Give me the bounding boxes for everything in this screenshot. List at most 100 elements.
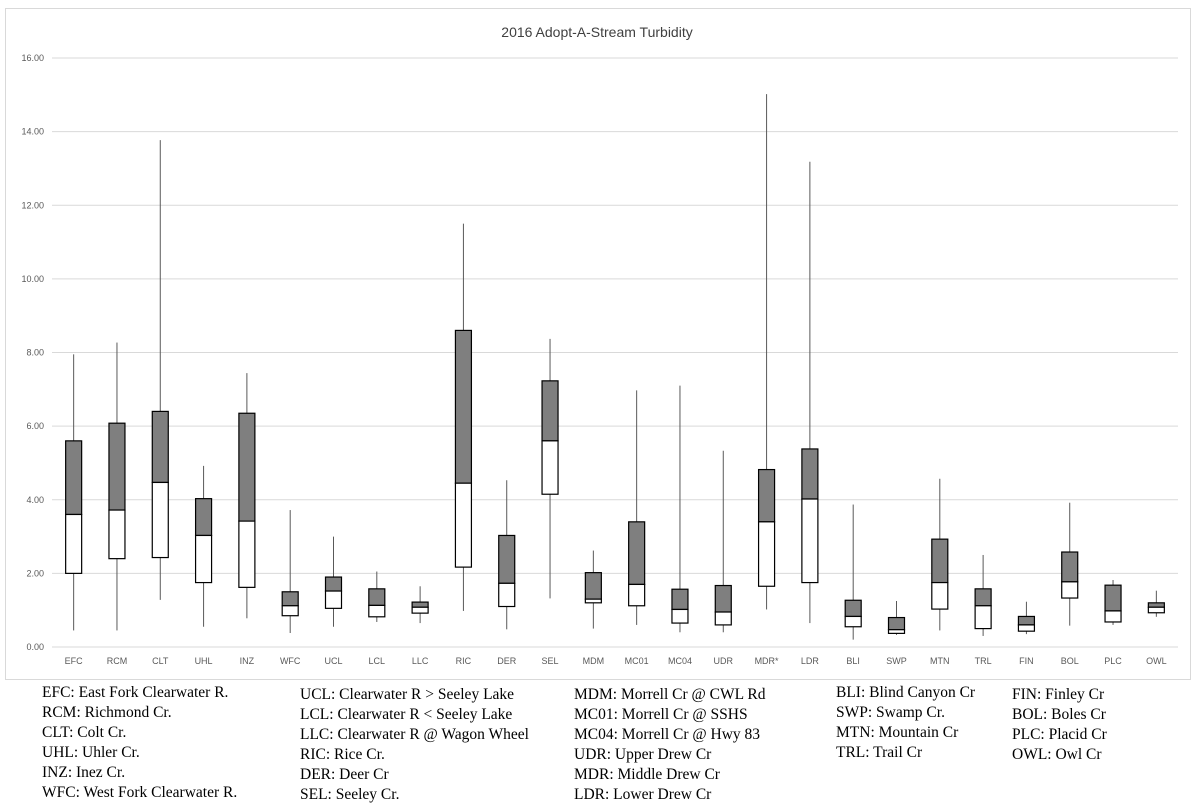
x-tick-label: UCL xyxy=(324,656,342,666)
legend-column-2: UCL: Clearwater R > Seeley Lake LCL: Clea… xyxy=(300,685,529,805)
legend-column-1: EFC: East Fork Clearwater R. RCM: Richmon… xyxy=(42,683,237,803)
box-OWL xyxy=(1147,590,1165,617)
box-MDR* xyxy=(757,94,776,610)
upper-box xyxy=(151,410,169,484)
lower-box xyxy=(498,582,516,608)
legend-item: LLC: Clearwater R @ Wagon Wheel xyxy=(300,726,529,743)
lower-box xyxy=(584,598,602,604)
box-UCL xyxy=(324,536,343,627)
legend-item: MDR: Middle Drew Cr xyxy=(574,766,720,783)
legend-column-4: BLI: Blind Canyon Cr SWP: Swamp Cr. MTN: M… xyxy=(836,683,975,763)
box-BOL xyxy=(1061,502,1079,626)
legend-item: RIC: Rice Cr. xyxy=(300,746,385,763)
x-tick-label: DER xyxy=(497,656,517,666)
upper-box xyxy=(931,538,949,584)
box-LCL xyxy=(368,571,386,622)
legend-item: LCL: Clearwater R < Seeley Lake xyxy=(300,706,513,723)
legend-item: DER: Deer Cr xyxy=(300,766,389,783)
y-tick-label: 6.00 xyxy=(26,421,44,431)
upper-box xyxy=(1061,551,1079,583)
turbidity-boxplot-chart: 2016 Adopt-A-Stream Turbidity 0.00 2.00 4.0… xyxy=(21,24,1178,666)
upper-box xyxy=(65,440,83,516)
lower-box xyxy=(541,440,559,495)
legend-column-3: MDM: Morrell Cr @ CWL Rd MC01: Morrell Cr… xyxy=(574,685,766,805)
lower-box xyxy=(1147,606,1165,614)
upper-box xyxy=(324,576,343,592)
upper-box xyxy=(671,588,689,611)
x-tick-label: UDR xyxy=(714,656,734,666)
upper-box xyxy=(714,584,732,613)
x-tick-label: BLI xyxy=(846,656,860,666)
x-tick-label: CLT xyxy=(152,656,169,666)
x-tick-label: LDR xyxy=(801,656,820,666)
legend-item: UDR: Upper Drew Cr xyxy=(574,746,712,763)
upper-box xyxy=(1147,602,1165,608)
y-tick-label: 2.00 xyxy=(26,568,44,578)
y-tick-label: 10.00 xyxy=(21,274,44,284)
y-tick-label: 16.00 xyxy=(21,53,44,63)
legend-item: LDR: Lower Drew Cr xyxy=(574,786,712,803)
upper-box xyxy=(238,412,256,522)
box-BLI xyxy=(844,504,862,640)
y-tick-label: 12.00 xyxy=(21,200,44,210)
x-tick-label: PLC xyxy=(1104,656,1122,666)
x-tick-label: OWL xyxy=(1146,656,1167,666)
x-tick-label: MDM xyxy=(583,656,605,666)
lower-box xyxy=(671,608,689,624)
lower-box xyxy=(324,590,343,609)
box-FIN xyxy=(1017,601,1036,635)
legend-item: WFC: West Fork Clearwater R. xyxy=(42,784,238,801)
x-tick-label: SWP xyxy=(886,656,907,666)
legend-item: BOL: Boles Cr xyxy=(1012,706,1106,723)
y-tick-label: 4.00 xyxy=(26,495,44,505)
lower-box xyxy=(281,605,299,617)
legend-item: OWL: Owl Cr xyxy=(1012,746,1102,763)
lower-box xyxy=(194,534,213,584)
lower-box xyxy=(238,520,256,588)
x-tick-label: FIN xyxy=(1019,656,1034,666)
box-LDR xyxy=(801,161,819,624)
legend-item: UCL: Clearwater R > Seeley Lake xyxy=(300,686,515,703)
x-tick-label: MTN xyxy=(930,656,950,666)
x-tick-label: MDR* xyxy=(755,656,779,666)
box-SWP xyxy=(887,600,906,635)
x-tick-label: UHL xyxy=(195,656,213,666)
legend-item: MC01: Morrell Cr @ SSHS xyxy=(574,706,748,723)
box-WFC xyxy=(281,510,299,634)
x-tick-label: INZ xyxy=(240,656,255,666)
box-UDR xyxy=(714,450,732,633)
legend-item: MDM: Morrell Cr @ CWL Rd xyxy=(574,686,766,703)
legend-item: INZ: Inez Cr. xyxy=(42,764,126,781)
box-MC01 xyxy=(628,390,646,625)
box-LLC xyxy=(411,586,429,624)
x-tick-label: BOL xyxy=(1061,656,1079,666)
upper-box xyxy=(628,521,646,586)
upper-box xyxy=(1104,584,1122,612)
legend-item: BLI: Blind Canyon Cr xyxy=(836,684,976,701)
upper-box xyxy=(844,599,862,618)
legend-item: EFC: East Fork Clearwater R. xyxy=(42,684,229,701)
box-RIC xyxy=(454,223,473,611)
x-tick-label: RIC xyxy=(456,656,472,666)
upper-box xyxy=(454,329,473,484)
x-tick-label: LLC xyxy=(412,656,429,666)
x-tick-label: TRL xyxy=(975,656,992,666)
lower-box xyxy=(151,481,169,559)
x-tick-label: MC04 xyxy=(668,656,692,666)
box-CLT xyxy=(151,140,169,600)
lower-box xyxy=(628,583,646,607)
upper-box xyxy=(887,616,906,631)
box-SEL xyxy=(541,338,559,599)
chart-title: 2016 Adopt-A-Stream Turbidity xyxy=(501,24,692,40)
y-tick-label: 14.00 xyxy=(21,127,44,137)
upper-box xyxy=(498,534,516,584)
upper-box xyxy=(368,588,386,607)
lower-box xyxy=(108,509,126,560)
lower-box xyxy=(887,629,906,634)
box-DER xyxy=(498,480,516,630)
x-tick-label: WFC xyxy=(280,656,301,666)
legend-item: TRL: Trail Cr xyxy=(836,744,923,761)
y-tick-label: 0.00 xyxy=(26,642,44,652)
y-tick-label: 8.00 xyxy=(26,348,44,358)
box-INZ xyxy=(238,373,256,619)
